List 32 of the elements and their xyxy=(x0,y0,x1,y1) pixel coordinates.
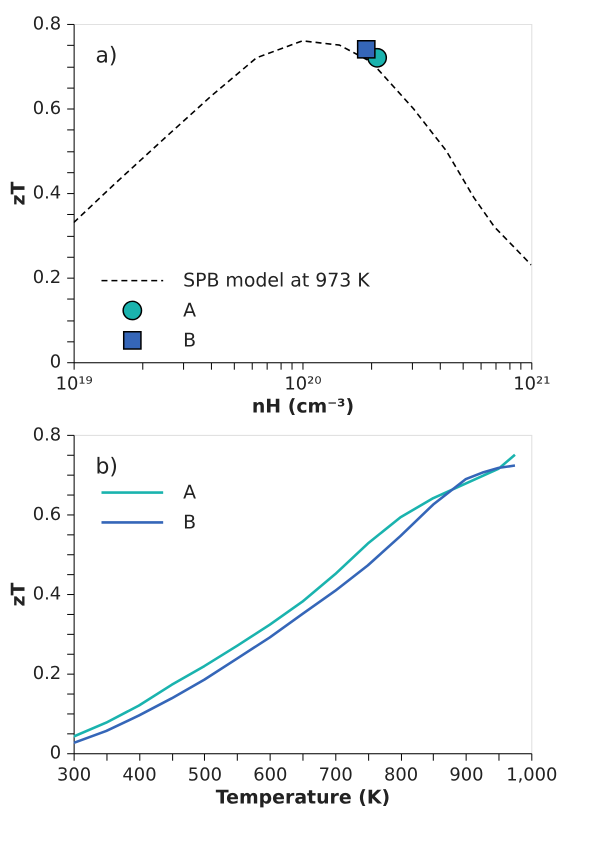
legend-label: A xyxy=(183,299,196,322)
x-tick-label: 600 xyxy=(253,764,288,786)
y-tick-label: 0.8 xyxy=(32,13,62,34)
y-tick-label: 0.6 xyxy=(32,504,62,525)
x-tick-label: 700 xyxy=(318,764,353,786)
y-axis-title: zT xyxy=(8,182,30,206)
x-tick-label: 10²¹ xyxy=(513,374,550,395)
x-tick-label: 1,000 xyxy=(506,764,558,786)
x-tick-label: 900 xyxy=(449,764,484,786)
x-axis-title: nH (cm⁻³) xyxy=(252,395,354,418)
x-axis-title: Temperature (K) xyxy=(216,786,390,808)
legend-label: A xyxy=(183,482,196,504)
y-tick-label: 0.4 xyxy=(32,584,62,605)
x-tick-label: 300 xyxy=(57,764,92,786)
y-axis-title: zT xyxy=(8,582,30,606)
y-tick-label: 0.2 xyxy=(32,663,62,684)
y-tick-label: 0.6 xyxy=(32,98,62,119)
y-tick-label: 0.4 xyxy=(32,182,62,204)
annotation: a) xyxy=(96,44,118,69)
x-tick-label: 10¹⁹ xyxy=(56,374,93,395)
x-tick-label: 500 xyxy=(188,764,222,786)
legend-label: SPB model at 973 K xyxy=(183,270,370,292)
y-tick-label: 0.8 xyxy=(32,424,62,446)
x-tick-label: 10²⁰ xyxy=(284,374,322,395)
x-tick-label: 400 xyxy=(122,764,157,786)
legend-label: B xyxy=(183,329,196,352)
x-tick-label: 800 xyxy=(384,764,418,786)
y-tick-label: 0 xyxy=(50,742,62,764)
y-tick-label: 0 xyxy=(50,352,62,373)
y-tick-label: 0.2 xyxy=(32,267,62,288)
annotation: b) xyxy=(96,454,118,480)
legend-label: B xyxy=(183,511,196,534)
